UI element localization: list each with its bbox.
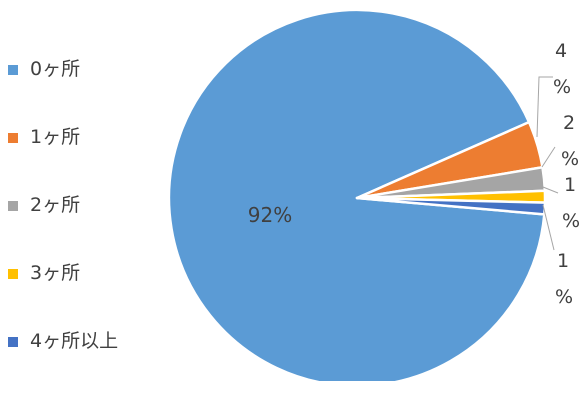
pie-slice-4 [355,196,547,216]
data-label-1-num: 4 [554,40,568,62]
pie-chart: 92% 0ヶ所 1ヶ所 2ヶ所 3ヶ所 4ヶ所以上 4 % 2 % 1 % [8,8,581,381]
data-label-4-pct: % [555,286,574,308]
pie-slice-0 [167,8,546,381]
legend-swatch-0 [8,65,18,75]
data-label-4: 1 % [555,250,574,308]
legend-swatch-4 [8,337,18,347]
data-label-4-num: 1 [556,250,570,272]
pie-svg: 92% [167,8,559,381]
data-label-2: 2 % [561,112,580,170]
leader-line-3 [542,186,559,194]
data-label-2-pct: % [561,148,580,170]
data-label-1-pct: % [553,76,572,98]
data-label-3-pct: % [562,210,581,232]
legend-label-3: 3ヶ所 [30,262,81,284]
data-label-3-num: 1 [563,174,577,196]
legend-swatch-1 [8,133,18,143]
data-label-3: 1 % [562,174,581,232]
data-label-2-num: 2 [562,112,576,134]
leader-line-4 [542,204,555,251]
legend-swatch-2 [8,201,18,211]
data-label-1: 4 % [553,40,572,98]
legend-label-1: 1ヶ所 [30,126,81,148]
legend-label-4: 4ヶ所以上 [30,330,119,352]
data-label-0: 92% [248,203,292,227]
legend-swatch-3 [8,269,18,279]
leader-line-2 [541,146,556,168]
leader-line-1 [536,76,553,138]
legend-label-0: 0ヶ所 [30,58,81,80]
legend-label-2: 2ヶ所 [30,194,81,216]
